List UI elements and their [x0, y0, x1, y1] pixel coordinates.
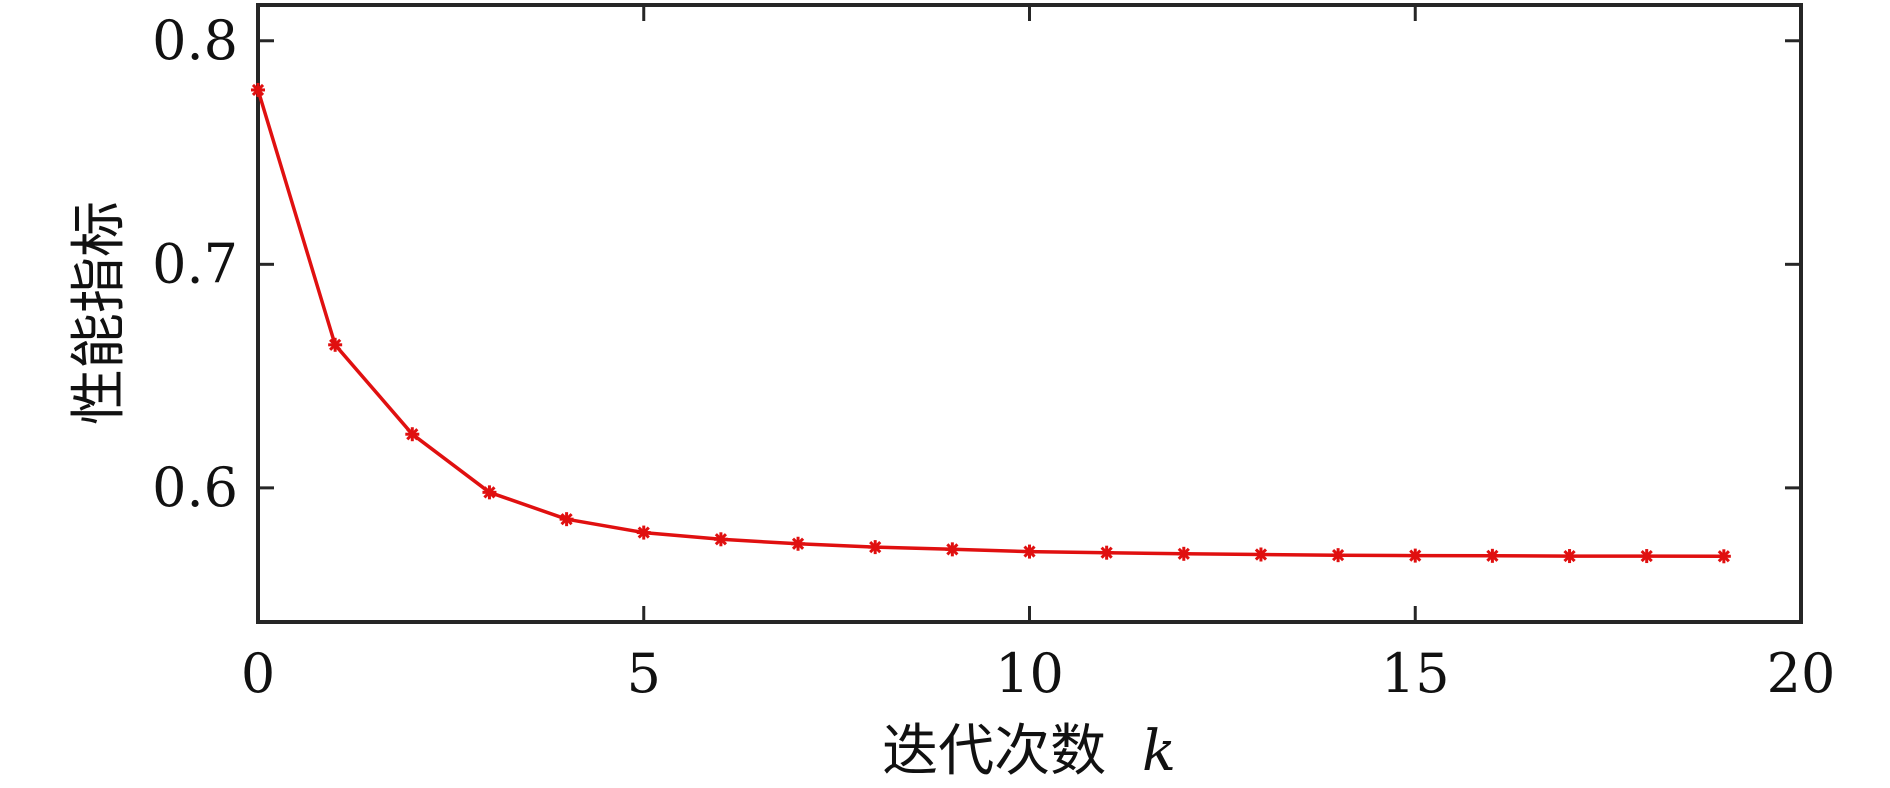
data-point [1485, 548, 1500, 563]
data-point [713, 532, 728, 547]
data-point [1716, 549, 1731, 564]
series-group [251, 82, 1731, 564]
y-axis-title: 性能指标 [67, 201, 132, 425]
data-point [1562, 549, 1577, 564]
x-axis-title-text: 迭代次数 [882, 719, 1106, 784]
data-point [1408, 548, 1423, 563]
x-axis-title-variable: k [1142, 719, 1176, 784]
plot-area [251, 3, 1803, 624]
data-point [559, 512, 574, 527]
y-tick-labels: 0.6 0.7 0.8 [152, 9, 238, 519]
data-point [1639, 549, 1654, 564]
data-point [636, 525, 651, 540]
axis-ticks [256, 5, 1803, 622]
data-point [405, 427, 420, 442]
data-point [251, 82, 265, 97]
series-line [256, 89, 1724, 559]
x-tick-labels: 0 5 10 15 20 [241, 642, 1836, 705]
data-point [328, 337, 343, 352]
x-tick-label: 15 [1381, 642, 1450, 705]
x-tick-label: 5 [627, 642, 661, 705]
x-tick-label: 20 [1767, 642, 1836, 705]
y-tick-label: 0.8 [152, 9, 238, 72]
x-tick-label: 10 [995, 642, 1064, 705]
x-tick-label: 0 [241, 642, 275, 705]
y-tick-label: 0.7 [152, 232, 238, 295]
data-point [1176, 546, 1191, 561]
y-tick-label: 0.6 [152, 456, 238, 519]
data-point [791, 536, 806, 551]
data-point [945, 542, 960, 557]
data-point [868, 540, 883, 555]
data-point [1022, 544, 1037, 559]
x-axis-title: 迭代次数 k [882, 719, 1176, 784]
data-point [1253, 547, 1268, 562]
data-point [1099, 545, 1114, 560]
data-point [1331, 548, 1346, 563]
data-point [482, 485, 497, 500]
